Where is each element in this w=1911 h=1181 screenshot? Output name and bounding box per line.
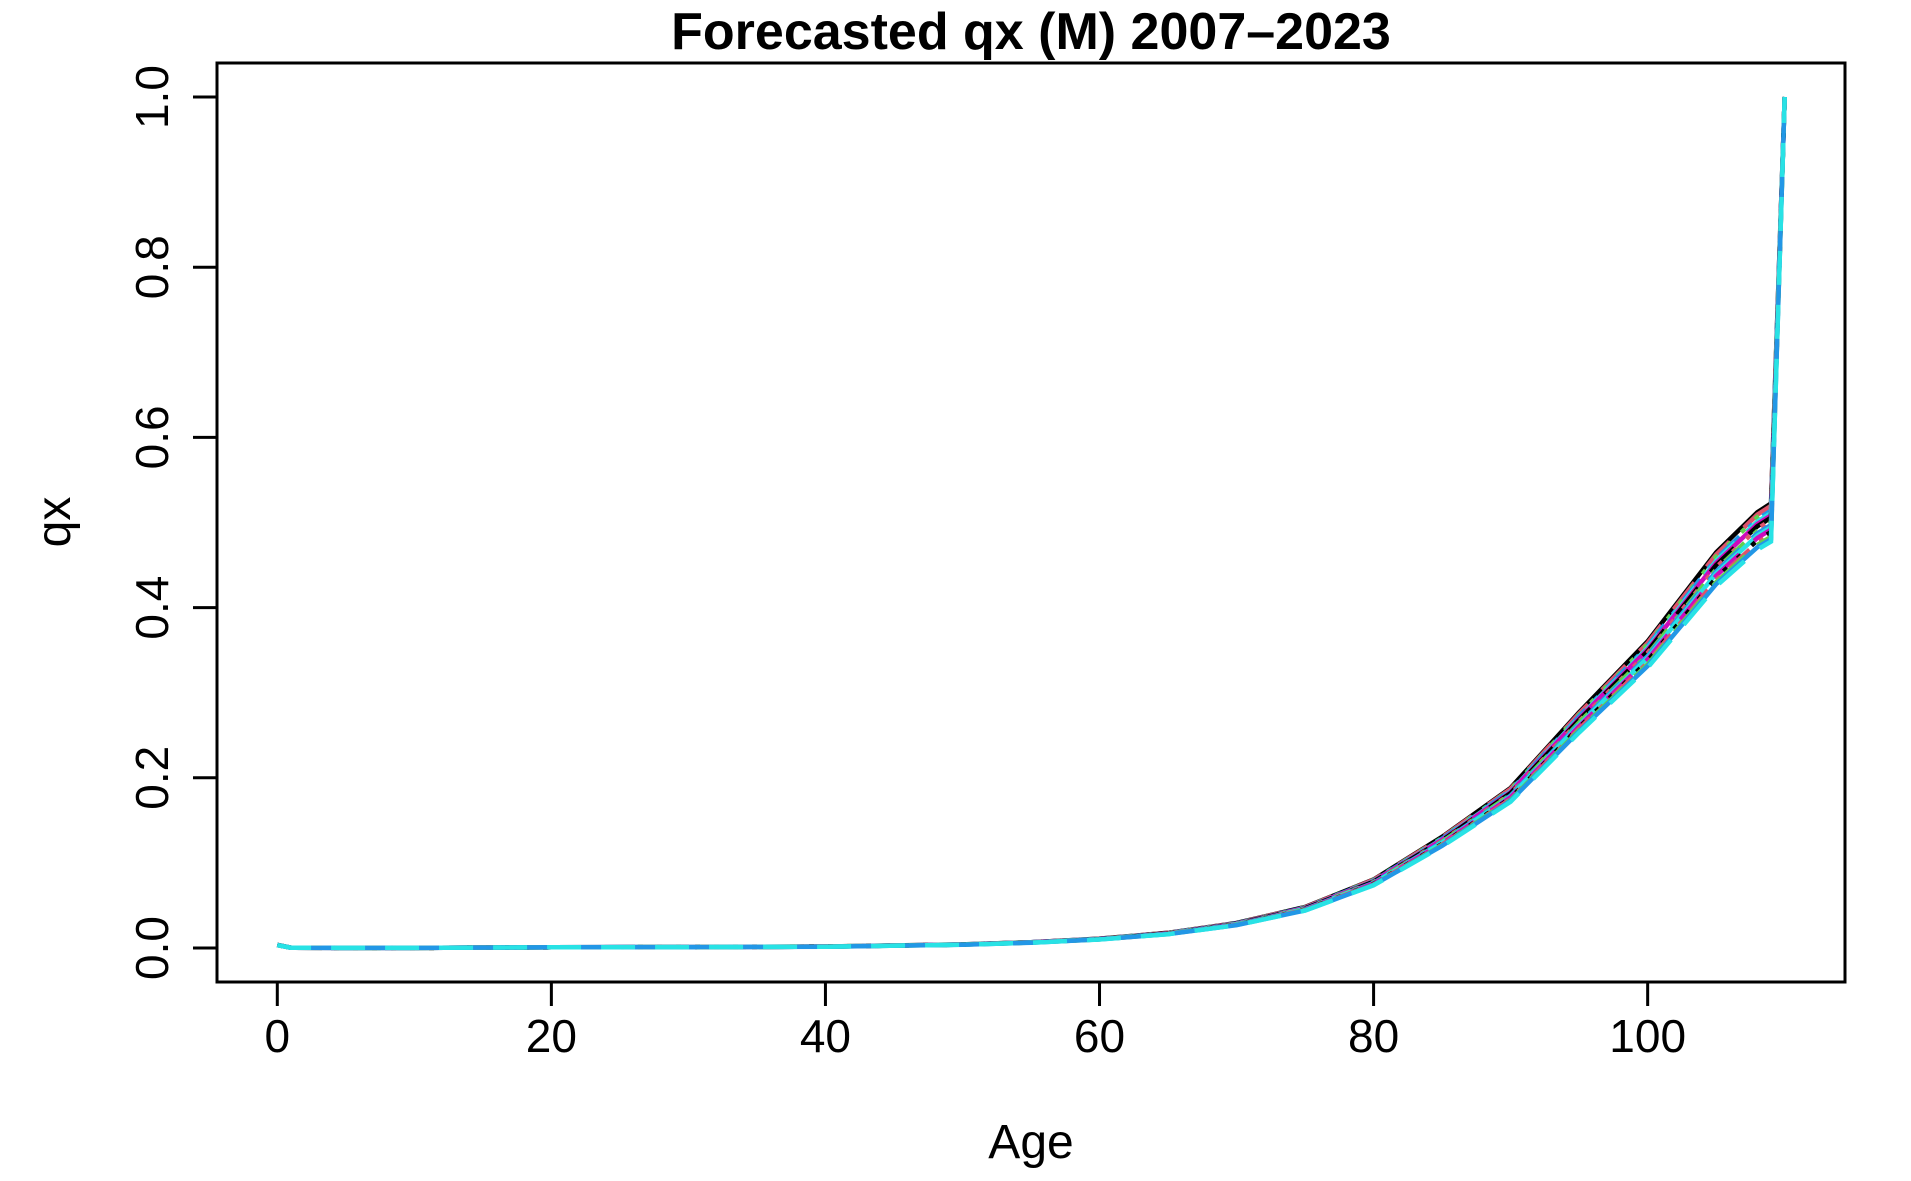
y-tick-label: 0.2 [126, 746, 178, 810]
y-axis-ticks: 0.0 0.2 0.4 0.6 0.8 1.0 [126, 65, 217, 980]
series-line-2020 [276, 96, 1787, 951]
series-line-2010 [276, 96, 1787, 951]
y-tick-label: 0.8 [126, 235, 178, 299]
y-tick-label: 1.0 [126, 65, 178, 129]
series-line-2011 [276, 96, 1787, 951]
x-tick-label: 100 [1609, 1010, 1686, 1062]
x-tick-label: 60 [1074, 1010, 1125, 1062]
x-tick-label: 0 [264, 1010, 290, 1062]
x-tick-label: 40 [800, 1010, 851, 1062]
x-tick-label: 20 [526, 1010, 577, 1062]
x-tick-label: 80 [1348, 1010, 1399, 1062]
x-axis-ticks: 0 20 40 60 80 100 [264, 982, 1686, 1062]
y-tick-label: 0.0 [126, 916, 178, 980]
y-tick-label: 0.4 [126, 576, 178, 640]
series-line-2022 [276, 96, 1787, 951]
series-line-2019 [276, 96, 1787, 951]
series-line-2018 [276, 96, 1787, 951]
series-line-2017 [276, 96, 1787, 951]
series-line-2012 [276, 96, 1787, 951]
series-line-2016 [276, 96, 1787, 951]
x-axis-label: Age [988, 1116, 1073, 1169]
series-line-2023 [276, 96, 1787, 951]
series-line-2021 [276, 96, 1787, 951]
series-lines [276, 96, 1787, 951]
series-line-2015 [276, 96, 1787, 951]
series-line-2014 [276, 96, 1787, 951]
y-axis-label: qx [28, 497, 81, 548]
chart-title: Forecasted qx (M) 2007–2023 [671, 3, 1391, 61]
series-line-2008 [276, 96, 1787, 951]
y-tick-label: 0.6 [126, 405, 178, 469]
plot-border [215, 61, 1847, 984]
series-line-2007 [276, 96, 1787, 951]
series-line-2009 [276, 96, 1787, 951]
series-line-2013 [276, 96, 1787, 951]
